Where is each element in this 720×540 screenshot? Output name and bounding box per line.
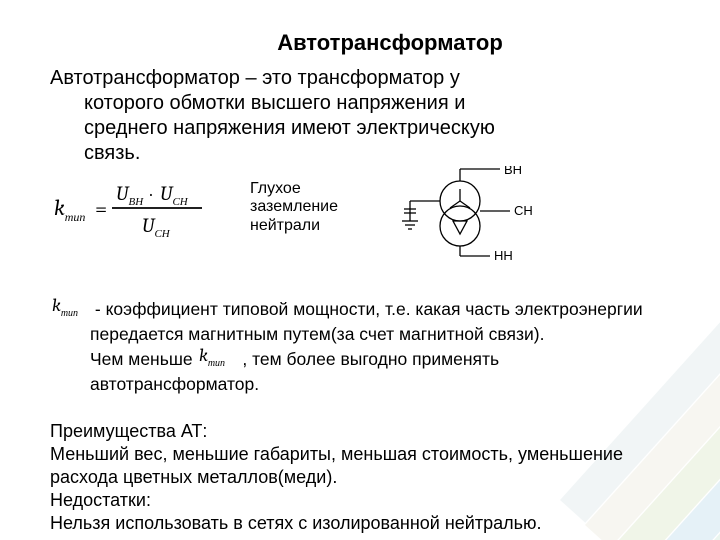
label-hv: ВН	[504, 166, 522, 177]
svg-text:·: ·	[150, 184, 152, 205]
svg-text:=: =	[95, 196, 107, 222]
intro-l2: которого обмотки высшего напряжения и	[50, 91, 680, 116]
slide-content: Автотрансформатор Автотрансформатор – эт…	[0, 0, 720, 540]
p3-a: Преимущества АТ:	[50, 421, 207, 441]
neutral-grounding-label: Глухое заземление нейтрали	[250, 180, 370, 235]
ktip-symbol-inline-1: kтип	[50, 296, 90, 324]
svg-text:UСН: UСН	[160, 182, 189, 208]
svg-text:kтип: kтип	[199, 346, 225, 368]
svg-text:UСН: UСН	[142, 214, 171, 240]
neutral-l1: Глухое	[250, 180, 301, 197]
p3-c: расхода цветных металлов(меди).	[50, 467, 337, 487]
p2-d: автотрансформатор.	[50, 374, 259, 394]
p2-a: - коэффициент типовой мощности, т.е. как…	[95, 299, 643, 319]
p3-b: Меньший вес, меньшие габариты, меньшая с…	[50, 444, 623, 464]
formula-ktip: kтип = UВН · UСН UСН	[50, 172, 210, 249]
page-title: Автотрансформатор	[50, 30, 680, 56]
autotransformer-diagram: ВН СН НН	[390, 166, 560, 266]
p3-d: Недостатки:	[50, 490, 151, 510]
p2-b: передается магнитным путем(за счет магни…	[50, 324, 544, 344]
advantages-disadvantages: Преимущества АТ: Меньший вес, меньшие га…	[50, 420, 680, 535]
ktip-symbol-inline-2: kтип	[197, 346, 237, 374]
intro-paragraph: Автотрансформатор – это трансформатор у …	[50, 66, 680, 166]
svg-text:kтип: kтип	[54, 195, 85, 224]
p2-c-pre: Чем меньше	[90, 349, 197, 369]
svg-text:kтип: kтип	[52, 296, 78, 318]
neutral-l2: заземление	[250, 198, 338, 215]
label-lv: НН	[494, 248, 513, 261]
intro-l3: среднего напряжения имеют электрическую	[50, 116, 680, 141]
intro-l4: связь.	[50, 141, 680, 166]
coefficient-explanation: kтип - коэффициент типовой мощности, т.е…	[50, 296, 680, 396]
intro-l1: Автотрансформатор – это трансформатор у	[50, 67, 460, 89]
p3-e: Нельзя использовать в сетях с изолирован…	[50, 513, 542, 533]
svg-text:UВН: UВН	[116, 182, 144, 208]
label-mv: СН	[514, 203, 533, 218]
p2-c-post: , тем более выгодно применять	[242, 349, 499, 369]
neutral-l3: нейтрали	[250, 217, 320, 234]
